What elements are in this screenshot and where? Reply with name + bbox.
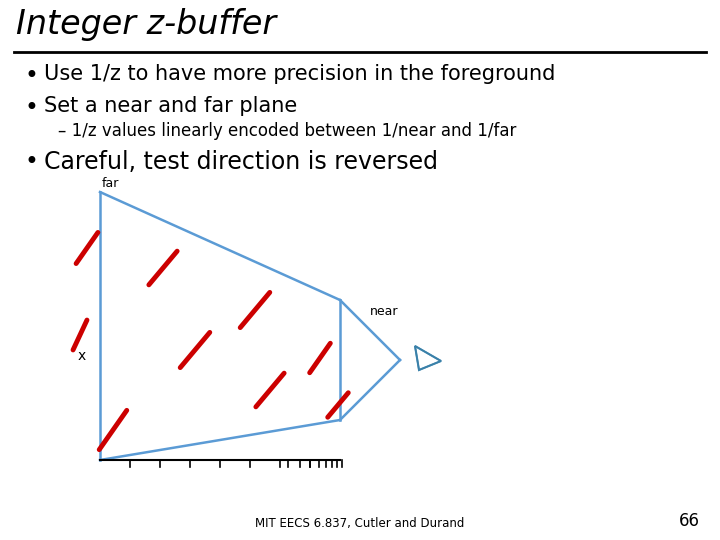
Text: •: • — [24, 64, 38, 88]
Text: – 1/z values linearly encoded between 1/near and 1/far: – 1/z values linearly encoded between 1/… — [58, 122, 516, 140]
Text: •: • — [24, 150, 38, 174]
Text: •: • — [24, 96, 38, 120]
Text: Set a near and far plane: Set a near and far plane — [44, 96, 297, 116]
Text: far: far — [102, 177, 120, 190]
Text: Integer z-buffer: Integer z-buffer — [16, 8, 276, 41]
Text: near: near — [370, 305, 398, 318]
Text: 66: 66 — [679, 512, 700, 530]
Text: MIT EECS 6.837, Cutler and Durand: MIT EECS 6.837, Cutler and Durand — [256, 517, 464, 530]
Text: Careful, test direction is reversed: Careful, test direction is reversed — [44, 150, 438, 174]
Text: Use 1/z to have more precision in the foreground: Use 1/z to have more precision in the fo… — [44, 64, 555, 84]
Text: x: x — [78, 349, 86, 363]
